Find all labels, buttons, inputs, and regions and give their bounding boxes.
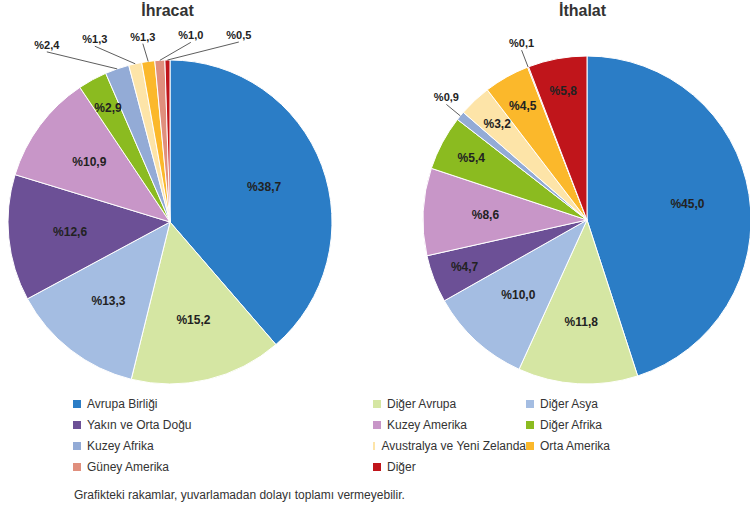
html-text:Yakın ve Orta Doğu: Yakın ve Orta Doğu: [87, 417, 192, 432]
html-text:İthalat: İthalat: [558, 2, 607, 19]
svg-text:%12,6: %12,6: [53, 225, 87, 239]
html-text:Diğer Avrupa: Diğer Avrupa: [387, 396, 457, 411]
html-text:Diğer Afrika: Diğer Afrika: [540, 417, 602, 432]
html-text:Kuzey Amerika: Kuzey Amerika: [387, 417, 467, 432]
svg-text:%0,5: %0,5: [226, 30, 251, 41]
svg-text:%10,0: %10,0: [501, 288, 535, 302]
html-text:Grafikteki rakamlar, yuvarlama: Grafikteki rakamlar, yuvarlamadan dolayı…: [74, 488, 405, 502]
svg-text:%3,2: %3,2: [484, 117, 512, 131]
svg-text:%2,9: %2,9: [94, 101, 122, 115]
svg-text:%45,0: %45,0: [670, 197, 704, 211]
html-text:İhracat: İhracat: [141, 2, 194, 19]
html-text:Avustralya ve Yeni Zelanda: Avustralya ve Yeni Zelanda: [381, 438, 526, 453]
html-text:Avrupa Birliği: Avrupa Birliği: [87, 396, 158, 411]
svg-text:%1,3: %1,3: [130, 31, 155, 43]
svg-text:%0,9: %0,9: [434, 91, 459, 103]
html-text:Orta Amerika: Orta Amerika: [540, 438, 610, 453]
svg-text:%0,1: %0,1: [509, 37, 534, 49]
svg-text:%4,5: %4,5: [509, 99, 537, 113]
svg-text:%38,7: %38,7: [247, 180, 281, 194]
svg-text:%5,4: %5,4: [458, 151, 486, 165]
svg-text:%1,0: %1,0: [178, 30, 203, 41]
html-text:Diğer Asya: Diğer Asya: [540, 396, 598, 411]
svg-text:%11,8: %11,8: [565, 315, 599, 329]
svg-text:%4,7: %4,7: [451, 260, 479, 274]
html-text:Kuzey Afrika: Kuzey Afrika: [87, 438, 154, 453]
svg-text:%2,4: %2,4: [34, 39, 60, 51]
svg-text:%5,8: %5,8: [550, 84, 578, 98]
svg-text:%15,2: %15,2: [176, 313, 210, 327]
svg-text:%8,6: %8,6: [472, 208, 500, 222]
svg-text:%10,9: %10,9: [72, 155, 106, 169]
svg-text:%13,3: %13,3: [91, 294, 125, 308]
svg-text:%1,3: %1,3: [82, 33, 107, 45]
html-text:Diğer: Diğer: [387, 459, 416, 474]
html-text:Güney Amerika: Güney Amerika: [87, 459, 169, 474]
